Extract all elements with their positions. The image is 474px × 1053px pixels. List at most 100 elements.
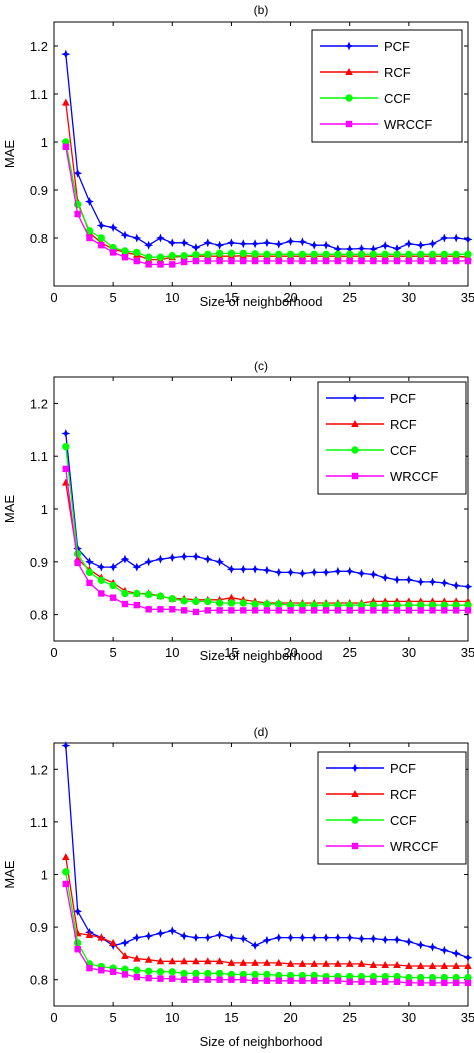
data-point xyxy=(133,966,141,974)
data-point xyxy=(439,945,449,955)
data-point xyxy=(228,257,235,265)
data-point xyxy=(382,607,389,614)
data-point xyxy=(380,573,390,583)
data-point xyxy=(263,250,271,259)
data-point xyxy=(299,977,306,984)
data-point xyxy=(287,977,294,984)
data-point xyxy=(226,564,236,574)
data-point xyxy=(429,257,436,265)
data-point xyxy=(62,880,70,888)
data-point xyxy=(439,578,449,588)
legend-label: PCF xyxy=(390,391,416,406)
data-point xyxy=(108,562,118,572)
x-axis-label: Size of neighborhood xyxy=(200,648,323,663)
data-point xyxy=(169,261,176,268)
y-tick-label: 0.8 xyxy=(30,973,48,988)
data-point xyxy=(156,957,165,965)
data-point xyxy=(345,959,354,967)
chart-title: (d) xyxy=(254,725,269,739)
data-point xyxy=(405,962,413,970)
y-tick-label: 1.2 xyxy=(30,39,48,54)
data-point xyxy=(179,552,189,562)
data-point xyxy=(98,967,105,974)
data-point xyxy=(297,568,307,578)
data-point xyxy=(180,969,188,978)
data-point xyxy=(357,244,367,254)
legend-marker xyxy=(351,472,359,480)
data-point xyxy=(440,250,449,259)
data-point xyxy=(97,576,106,584)
data-point xyxy=(275,250,283,259)
y-tick-label: 1.2 xyxy=(30,762,48,777)
data-point xyxy=(263,977,271,984)
data-point xyxy=(238,564,248,574)
data-point xyxy=(180,597,188,605)
data-point xyxy=(405,257,413,265)
data-point xyxy=(357,250,366,259)
data-point xyxy=(204,597,212,606)
y-axis-label: MAE xyxy=(2,140,17,169)
data-point xyxy=(168,968,176,976)
data-point xyxy=(61,49,71,59)
data-point xyxy=(203,238,213,248)
data-point xyxy=(310,959,319,967)
data-point xyxy=(133,589,141,598)
data-point xyxy=(370,978,377,986)
data-point xyxy=(299,607,306,614)
data-point xyxy=(311,977,318,984)
data-point xyxy=(73,939,82,947)
data-point xyxy=(441,979,448,987)
data-point xyxy=(62,465,70,473)
x-tick-label: 5 xyxy=(110,290,117,305)
legend-label: WRCCF xyxy=(390,839,438,854)
x-tick-label: 20 xyxy=(283,290,297,305)
data-point xyxy=(120,230,130,240)
data-point xyxy=(428,250,437,259)
data-point xyxy=(238,934,248,944)
data-point xyxy=(192,976,200,983)
data-point xyxy=(309,933,319,943)
data-point xyxy=(322,257,330,265)
y-tick-label: 0.9 xyxy=(30,555,48,570)
data-point xyxy=(203,933,213,943)
data-point xyxy=(417,257,424,265)
data-point xyxy=(86,964,93,972)
data-point xyxy=(62,868,70,876)
x-tick-label: 30 xyxy=(402,290,416,305)
data-point xyxy=(239,249,247,258)
data-point xyxy=(133,601,140,609)
data-point xyxy=(168,252,176,260)
x-tick-label: 25 xyxy=(342,290,356,305)
x-tick-label: 15 xyxy=(224,645,238,660)
data-point xyxy=(393,607,401,614)
data-point xyxy=(463,953,473,963)
data-point xyxy=(215,957,224,965)
data-point xyxy=(357,959,366,967)
x-tick-label: 30 xyxy=(402,645,416,660)
data-point xyxy=(287,607,294,614)
data-point xyxy=(405,250,413,259)
data-point xyxy=(464,962,472,970)
data-point xyxy=(108,222,118,232)
y-tick-label: 1.1 xyxy=(30,815,48,830)
data-point xyxy=(227,249,236,258)
data-point xyxy=(345,244,355,254)
x-tick-label: 35 xyxy=(461,1010,474,1025)
data-point xyxy=(309,567,319,577)
data-point xyxy=(145,606,152,613)
data-point xyxy=(204,250,212,259)
data-point xyxy=(192,257,200,265)
data-point xyxy=(84,557,94,567)
legend: PCF RCF CCF WRCCF xyxy=(317,381,467,495)
data-point xyxy=(334,959,342,967)
data-point xyxy=(345,566,355,576)
data-point xyxy=(156,253,165,261)
data-point xyxy=(275,600,283,608)
data-point xyxy=(417,607,424,614)
data-point xyxy=(179,931,189,941)
data-point xyxy=(321,567,331,577)
legend-label: WRCCF xyxy=(390,469,438,484)
legend-label: CCF xyxy=(390,443,417,458)
data-point xyxy=(109,968,117,976)
data-point xyxy=(346,257,353,265)
